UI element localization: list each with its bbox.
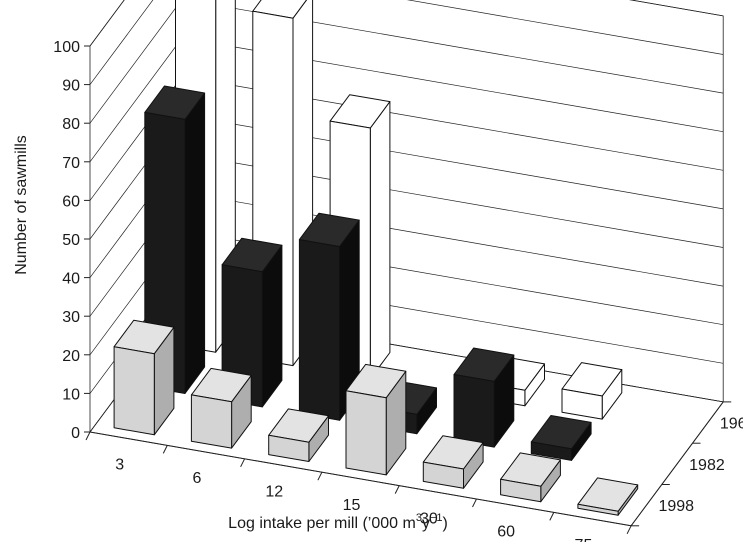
bar-side	[184, 92, 206, 394]
bar	[144, 85, 206, 394]
y-tick-label: 20	[62, 348, 80, 365]
bar-front	[561, 388, 603, 420]
bar-front	[500, 478, 542, 503]
bar	[577, 477, 639, 516]
axes	[84, 45, 732, 535]
gridline	[89, 0, 724, 47]
bar	[500, 452, 561, 503]
depth-axis-line	[630, 401, 724, 527]
x-tick-label: 6	[192, 470, 201, 487]
bar-front	[453, 374, 495, 448]
bar	[268, 408, 329, 462]
bar	[422, 435, 484, 489]
x-tick	[394, 485, 400, 494]
bar	[561, 362, 623, 420]
x-tick	[85, 431, 91, 441]
bar-front	[190, 394, 233, 449]
y-tick-label: 0	[71, 425, 80, 442]
bar-front	[577, 503, 619, 516]
x-tick-label: 60	[497, 524, 515, 541]
bar-front	[113, 346, 155, 436]
depth-label: 1982	[689, 457, 725, 474]
bars	[113, 0, 639, 516]
y-tick-label: 60	[62, 193, 80, 210]
bar	[221, 237, 283, 408]
bar-side	[261, 244, 283, 408]
depth-label: 1998	[658, 498, 694, 515]
x-axis-label-mid: y	[422, 515, 430, 532]
x-tick-label: 15	[343, 497, 361, 514]
bar	[530, 415, 592, 461]
x-axis-label-suffix: )	[442, 515, 447, 532]
x-tick	[240, 458, 246, 468]
bar	[345, 363, 407, 476]
x-tick	[317, 471, 323, 481]
y-tick-label: 10	[62, 386, 80, 403]
bar-front	[345, 390, 387, 476]
y-tick-label: 100	[53, 39, 80, 56]
x-tick	[472, 498, 477, 508]
gridline	[89, 0, 724, 85]
x-axis-label: Log intake per mill (’000 m3y−1)	[228, 512, 448, 532]
x-tick-label: 30	[420, 510, 438, 527]
y-axis-label: Number of sawmills	[13, 135, 30, 275]
x-tick-label: 75	[575, 537, 593, 542]
gridline	[89, 0, 724, 124]
bar	[190, 367, 252, 449]
x-axis-label-sup2: −1	[430, 512, 443, 524]
y-tick-label: 50	[62, 232, 80, 249]
x-axis-label-sup1: 3	[416, 512, 422, 524]
x-tick-label: 12	[265, 484, 283, 501]
x-tick-label: 3	[115, 457, 124, 474]
bar-side	[369, 101, 391, 380]
y-tick-label: 70	[62, 155, 80, 172]
y-tick-label: 40	[62, 271, 80, 288]
bar-front	[268, 434, 310, 462]
bar-front	[530, 441, 572, 461]
x-tick	[549, 512, 555, 521]
x-tick	[162, 445, 168, 454]
bar	[113, 319, 175, 436]
depth-label: 1969	[720, 416, 743, 433]
tick-labels: 0 10 20 30 40 50 60 70 80 90 100 3 6 12 15 30 60 75 1969 19…	[53, 39, 743, 542]
bar-front	[298, 239, 341, 421]
y-tick-label: 90	[62, 78, 80, 95]
y-tick-label: 80	[62, 116, 80, 133]
x-axis-label-prefix: Log intake per mill (’000 m	[228, 515, 416, 532]
x-tick	[626, 525, 632, 535]
y-tick-label: 30	[62, 309, 80, 326]
bar	[453, 347, 515, 448]
bar-front	[422, 461, 464, 489]
x-axis-line	[89, 431, 632, 527]
